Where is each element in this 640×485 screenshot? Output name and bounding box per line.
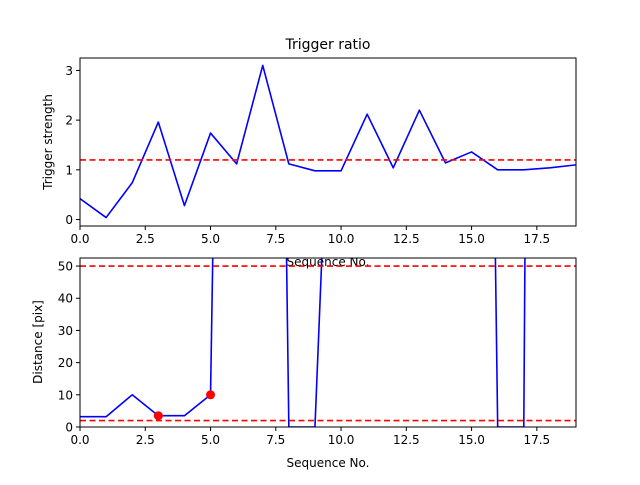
distance-marker-point	[153, 411, 163, 421]
trigger-ratio-x-tick-label: 2.5	[136, 232, 155, 246]
distance-x-tick-label: 5.0	[201, 433, 220, 447]
distance-x-tick-label: 0.0	[70, 433, 89, 447]
distance-axes-frame	[79, 257, 577, 428]
distance-x-tick-label: 17.5	[523, 433, 550, 447]
trigger-ratio-axes-frame	[79, 57, 577, 227]
trigger-ratio-x-tick-label: 5.0	[201, 232, 220, 246]
trigger-ratio-x-tick-label: 7.5	[266, 232, 285, 246]
distance-y-tick-label: 50	[58, 260, 73, 274]
trigger-ratio-clipped-marks	[80, 64, 576, 219]
distance-x-tick-label: 15.0	[458, 433, 485, 447]
distance-y-tick-label: 0	[65, 421, 73, 435]
distance-y-tick-label: 10	[58, 388, 73, 402]
trigger-ratio-y-tick-label: 1	[65, 163, 73, 177]
trigger-ratio-x-tick-label: 15.0	[458, 232, 485, 246]
distance-x-tick-label: 2.5	[136, 433, 155, 447]
trigger-ratio-ticks: 0.0 2.5 5.0 7.5 10.0 12.5 15.0 17.5 0 1 2 3	[65, 64, 550, 246]
trigger-ratio-y-axis-label: Trigger strength	[41, 94, 55, 191]
distance-x-tick-label: 12.5	[393, 433, 420, 447]
distance-y-axis-label: Distance [pix]	[31, 300, 45, 384]
trigger-ratio-x-tick-label: 17.5	[523, 232, 550, 246]
distance-ticks: 0.0 2.5 5.0 7.5 10.0 12.5 15.0 17.5 0 10 20 30 40 50	[58, 260, 550, 447]
trigger-ratio-title: Trigger ratio	[284, 37, 370, 53]
trigger-ratio-y-tick-label: 2	[65, 114, 73, 128]
trigger-ratio-x-tick-label: 12.5	[393, 232, 420, 246]
distance-clipped-marks	[80, 258, 576, 427]
distance-x-tick-label: 10.0	[328, 433, 355, 447]
trigger-ratio-y-tick-label: 3	[65, 64, 73, 78]
distance-x-tick-label: 7.5	[266, 433, 285, 447]
trigger-ratio-x-tick-label: 0.0	[70, 232, 89, 246]
distance-y-tick-label: 30	[58, 324, 73, 338]
trigger-ratio-series-line	[80, 64, 576, 219]
distance-x-axis-label: Sequence No.	[287, 456, 370, 470]
trigger-ratio-x-tick-label: 10.0	[328, 232, 355, 246]
trigger-ratio-panel: 0.0 2.5 5.0 7.5 10.0 12.5 15.0 17.5 0 1 2 3 Trigger…	[41, 37, 577, 269]
distance-series-line	[80, 258, 526, 427]
trigger-ratio-plot-area	[80, 64, 576, 219]
trigger-ratio-y-tick-label: 0	[65, 213, 73, 227]
distance-y-tick-label: 40	[58, 292, 73, 306]
distance-panel: 0.0 2.5 5.0 7.5 10.0 12.5 15.0 17.501020304050 …	[0, 246, 640, 470]
distance-plot-area	[80, 258, 576, 427]
distance-y-tick-label: 20	[58, 356, 73, 370]
distance-marker-point	[206, 390, 216, 400]
